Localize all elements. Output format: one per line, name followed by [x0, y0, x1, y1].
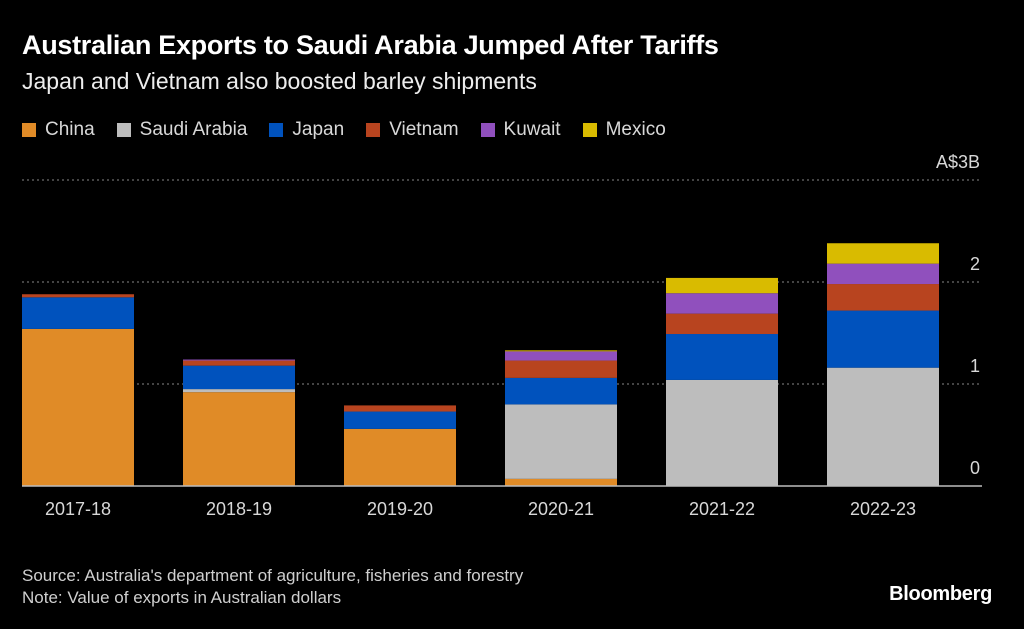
bar-segment-japan	[666, 334, 778, 380]
legend-swatch	[22, 123, 36, 137]
footer-notes: Source: Australia's department of agricu…	[22, 565, 523, 609]
x-tick-label: 2022-23	[850, 499, 916, 519]
bar-segment-china	[183, 392, 295, 486]
legend-swatch	[116, 123, 131, 137]
bloomberg-logo: Bloomberg	[889, 583, 992, 605]
y-tick-label: A$3B	[936, 152, 980, 172]
legend-item-japan: Japan	[269, 119, 344, 141]
bar-segment-vietnam	[666, 313, 778, 335]
legend-label: Mexico	[605, 119, 666, 140]
legend: China Saudi Arabia Japan Vietnam Kuwait Mexic…	[22, 119, 688, 141]
bar-segment-vietnam	[22, 294, 134, 298]
x-tick-label: 2021-22	[689, 499, 755, 519]
bar-segment-vietnam	[505, 360, 617, 378]
bar-segment-saudi-arabia	[183, 389, 295, 393]
bar-segment-kuwait	[505, 351, 617, 361]
bar-segment-china	[505, 478, 617, 486]
bar-segment-vietnam	[344, 405, 456, 412]
bar-segment-china	[344, 428, 456, 486]
bar-segment-kuwait	[827, 263, 939, 285]
bar-segment-japan	[344, 411, 456, 429]
bar-segment-kuwait	[666, 293, 778, 314]
x-tick-label: 2019-20	[367, 499, 433, 519]
y-tick-label: 1	[970, 356, 980, 376]
y-tick-label: 2	[970, 254, 980, 274]
legend-item-kuwait: Kuwait	[480, 119, 561, 141]
bar-segment-mexico	[666, 277, 778, 294]
legend-label: Kuwait	[503, 119, 561, 140]
bar-segment-mexico	[505, 350, 617, 352]
legend-label: Vietnam	[389, 119, 459, 140]
bar-segment-vietnam	[827, 284, 939, 311]
legend-label: Japan	[292, 119, 345, 140]
bar-segment-china	[22, 328, 134, 486]
legend-item-saudi-arabia: Saudi Arabia	[116, 119, 248, 141]
value-note: Note: Value of exports in Australian dol…	[22, 588, 342, 607]
legend-item-vietnam: Vietnam	[366, 119, 459, 141]
legend-swatch	[480, 123, 495, 137]
bar-segment-japan	[505, 377, 617, 405]
bar-segment-kuwait	[183, 359, 295, 361]
legend-swatch	[269, 123, 284, 137]
legend-label: Saudi Arabia	[139, 119, 248, 140]
legend-swatch	[582, 123, 597, 137]
bar-segment-saudi-arabia	[505, 404, 617, 479]
legend-swatch	[366, 123, 381, 137]
legend-label: China	[45, 119, 95, 140]
bar-segment-saudi-arabia	[827, 367, 939, 486]
x-tick-label: 2017-18	[45, 499, 111, 519]
chart-title: Australian Exports to Saudi Arabia Jumpe…	[22, 30, 719, 60]
legend-item-china: China	[22, 119, 95, 141]
x-tick-label: 2018-19	[206, 499, 272, 519]
bar-segment-japan	[827, 310, 939, 368]
y-tick-label: 0	[970, 458, 980, 478]
source-note: Source: Australia's department of agricu…	[22, 566, 524, 585]
bar-segment-japan	[183, 365, 295, 390]
bar-segment-mexico	[827, 243, 939, 264]
chart-subtitle: Japan and Vietnam also boosted barley sh…	[22, 68, 537, 94]
x-tick-label: 2020-21	[528, 499, 594, 519]
legend-item-mexico: Mexico	[582, 119, 666, 141]
bar-segment-japan	[22, 297, 134, 329]
bar-segment-saudi-arabia	[666, 379, 778, 486]
bar-segment-vietnam	[183, 360, 295, 366]
